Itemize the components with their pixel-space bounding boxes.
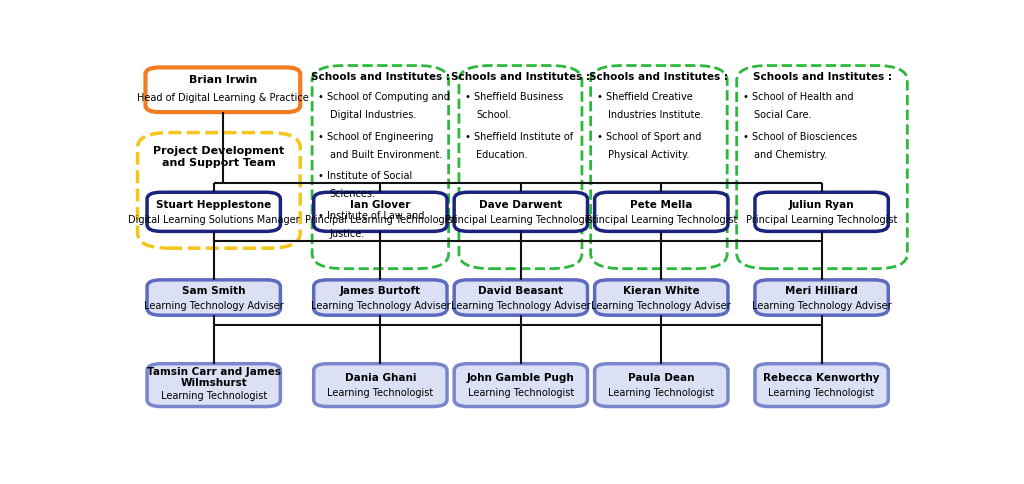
FancyBboxPatch shape [313,280,447,315]
FancyBboxPatch shape [313,363,447,407]
Text: • Sheffield Business: • Sheffield Business [465,92,563,103]
FancyBboxPatch shape [595,280,728,315]
FancyBboxPatch shape [595,192,728,231]
Text: Rebecca Kenworthy: Rebecca Kenworthy [763,373,880,383]
Text: • Institute of Law and: • Institute of Law and [318,211,425,221]
FancyBboxPatch shape [459,65,582,269]
FancyBboxPatch shape [145,67,300,112]
Text: Digital Industries.: Digital Industries. [330,110,416,120]
Text: Juliun Ryan: Juliun Ryan [788,200,854,210]
Text: Paula Dean: Paula Dean [628,373,694,383]
FancyBboxPatch shape [455,363,588,407]
Text: Head of Digital Learning & Practice: Head of Digital Learning & Practice [137,93,308,103]
Text: Sam Smith: Sam Smith [182,286,246,296]
FancyBboxPatch shape [595,363,728,407]
Text: Dania Ghani: Dania Ghani [345,373,416,383]
Text: Principal Learning Technologist: Principal Learning Technologist [745,215,897,225]
Text: • Sheffield Institute of: • Sheffield Institute of [465,132,573,142]
Text: Principal Learning Technologist: Principal Learning Technologist [445,215,597,225]
Text: and Chemistry.: and Chemistry. [754,150,827,160]
Text: Social Care.: Social Care. [754,110,812,120]
Text: Justice.: Justice. [330,229,365,239]
Text: • School of Health and: • School of Health and [743,92,854,103]
Text: Learning Technology Adviser: Learning Technology Adviser [310,301,451,311]
Text: Learning Technologist: Learning Technologist [468,388,574,398]
Text: • School of Computing and: • School of Computing and [318,92,451,103]
FancyBboxPatch shape [591,65,727,269]
FancyBboxPatch shape [147,192,281,231]
Text: and Built Environment.: and Built Environment. [330,150,442,160]
Text: Learning Technologist: Learning Technologist [768,388,874,398]
Text: Brian Irwin: Brian Irwin [188,76,257,86]
Text: David Beasant: David Beasant [478,286,563,296]
Text: Education.: Education. [476,150,528,160]
Text: Learning Technologist: Learning Technologist [328,388,433,398]
Text: Learning Technologist: Learning Technologist [608,388,715,398]
FancyBboxPatch shape [755,363,888,407]
Text: Stuart Hepplestone: Stuart Hepplestone [156,200,271,210]
FancyBboxPatch shape [455,280,588,315]
Text: James Burtoft: James Burtoft [340,286,421,296]
FancyBboxPatch shape [313,192,447,231]
Text: John Gamble Pugh: John Gamble Pugh [467,373,574,383]
Text: School.: School. [476,110,512,120]
Text: Kieran White: Kieran White [623,286,699,296]
FancyBboxPatch shape [736,65,907,269]
Text: Learning Technology Adviser: Learning Technology Adviser [451,301,591,311]
Text: Learning Technologist: Learning Technologist [161,391,267,401]
Text: • Institute of Social: • Institute of Social [318,171,413,182]
FancyBboxPatch shape [455,192,588,231]
FancyBboxPatch shape [137,133,300,248]
FancyBboxPatch shape [755,280,888,315]
Text: Industries Institute.: Industries Institute. [608,110,703,120]
FancyBboxPatch shape [147,280,281,315]
Text: Sciences.: Sciences. [330,189,376,199]
Text: Learning Technology Adviser: Learning Technology Adviser [752,301,892,311]
Text: • School of Engineering: • School of Engineering [318,132,434,142]
Text: Tamsin Carr and James
Wilmshurst: Tamsin Carr and James Wilmshurst [146,367,281,389]
Text: Learning Technology Adviser: Learning Technology Adviser [144,301,284,311]
FancyBboxPatch shape [312,65,449,269]
Text: Learning Technology Adviser: Learning Technology Adviser [592,301,731,311]
Text: Pete Mella: Pete Mella [630,200,692,210]
Text: Dave Darwent: Dave Darwent [479,200,562,210]
Text: Project Development
and Support Team: Project Development and Support Team [154,146,285,167]
Text: Schools and Institutes :: Schools and Institutes : [590,73,728,82]
Text: Meri Hilliard: Meri Hilliard [785,286,858,296]
Text: Schools and Institutes :: Schools and Institutes : [311,73,450,82]
Text: • Sheffield Creative: • Sheffield Creative [597,92,693,103]
Text: Ian Glover: Ian Glover [350,200,411,210]
Text: Schools and Institutes :: Schools and Institutes : [753,73,892,82]
FancyBboxPatch shape [755,192,888,231]
Text: Principal Learning Technologist: Principal Learning Technologist [586,215,737,225]
Text: • School of Sport and: • School of Sport and [597,132,701,142]
Text: Digital Learning Solutions Manager: Digital Learning Solutions Manager [128,215,300,225]
Text: Physical Activity.: Physical Activity. [608,150,689,160]
Text: Schools and Institutes :: Schools and Institutes : [451,73,590,82]
FancyBboxPatch shape [147,363,281,407]
Text: • School of Biosciences: • School of Biosciences [743,132,857,142]
Text: Principal Learning Technologist: Principal Learning Technologist [305,215,456,225]
